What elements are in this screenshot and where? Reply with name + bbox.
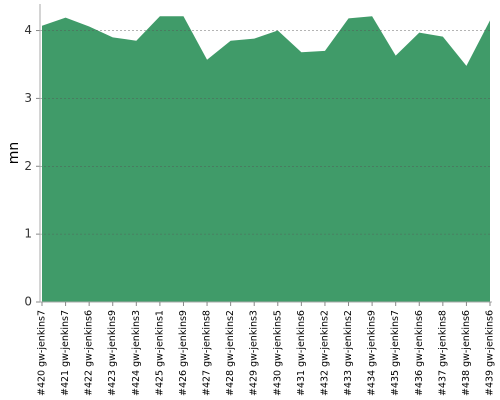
x-tick-label: #421 gw-jenkins7 <box>60 310 71 396</box>
x-tick-label: #438 gw-jenkins6 <box>461 310 472 396</box>
y-tick-label: 0 <box>24 295 32 309</box>
x-tick-label: #432 gw-jenkins2 <box>319 310 330 396</box>
area <box>42 16 490 303</box>
x-tick-label: #422 gw-jenkins6 <box>84 310 95 396</box>
x-tick-label: #436 gw-jenkins6 <box>414 310 425 396</box>
x-tick-label: #437 gw-jenkins8 <box>437 310 448 396</box>
x-tick-label: #427 gw-jenkins8 <box>202 310 213 396</box>
x-tick-label: #429 gw-jenkins3 <box>249 310 260 396</box>
y-tick-label: 1 <box>24 227 32 241</box>
x-tick-label: #423 gw-jenkins9 <box>107 310 118 396</box>
x-tick-label: #430 gw-jenkins5 <box>272 310 283 396</box>
x-tick-label: #426 gw-jenkins9 <box>178 310 189 396</box>
x-tick-label: #424 gw-jenkins3 <box>131 310 142 396</box>
y-tick-label: 3 <box>24 91 32 105</box>
x-tick-label: #439 gw-jenkins6 <box>485 310 496 396</box>
x-tick-label: #428 gw-jenkins2 <box>225 310 236 396</box>
y-tick-label: 4 <box>24 23 32 37</box>
x-tick-label: #434 gw-jenkins9 <box>367 310 378 396</box>
x-tick-label: #431 gw-jenkins6 <box>296 310 307 396</box>
y-tick-label: 2 <box>24 159 32 173</box>
x-tick-label: #425 gw-jenkins1 <box>154 310 165 396</box>
y-axis-title: mn <box>6 142 22 165</box>
x-tick-label: #420 gw-jenkins7 <box>37 310 48 396</box>
x-tick-label: #433 gw-jenkins2 <box>343 310 354 396</box>
x-tick-label: #435 gw-jenkins7 <box>390 310 401 396</box>
